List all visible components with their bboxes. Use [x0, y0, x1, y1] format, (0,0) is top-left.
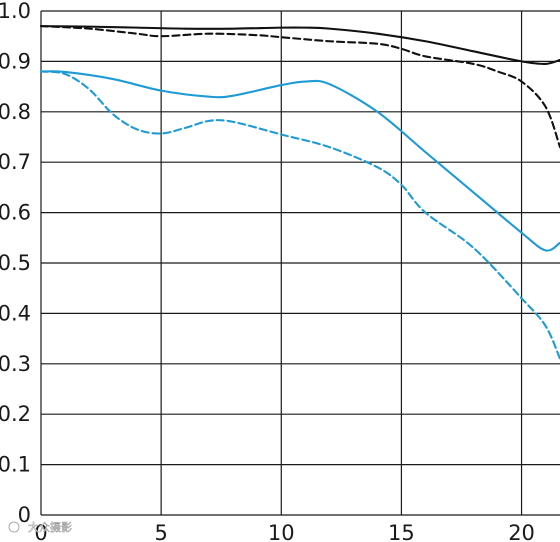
series-line-1	[39, 25, 560, 66]
y-tick-label: 0.2	[0, 402, 31, 426]
watermark: 大众摄影	[8, 520, 72, 534]
y-tick-label: 1.0	[0, 0, 31, 23]
grid-lines	[40, 10, 560, 516]
y-tick-label: 0.9	[0, 49, 31, 73]
y-tick-label: 0.8	[0, 100, 31, 124]
x-tick-label: 20	[508, 521, 535, 542]
watermark-logo-icon	[8, 521, 20, 533]
series-line-3	[39, 70, 560, 252]
series-lines	[39, 25, 560, 360]
x-tick-label: 5	[154, 521, 167, 542]
y-tick-label: 0.1	[0, 453, 31, 477]
series-line-2	[39, 25, 560, 149]
y-tick-label: 0.3	[0, 352, 31, 376]
watermark-text: 大众摄影	[28, 520, 72, 534]
x-tick-label: 0	[34, 521, 47, 542]
y-tick-label: 0.4	[0, 301, 31, 325]
y-tick-label: 0.5	[0, 251, 31, 275]
y-tick-label: 0.7	[0, 150, 31, 174]
tick-labels: 0 0.1 0.2 0.3 0.4 0.5 0.6 0.7 0.8 0.9 1.0 0 5 10 15 20	[0, 0, 535, 542]
x-tick-label: 10	[268, 521, 295, 542]
y-tick-label: 0	[18, 503, 31, 527]
series-line-4	[39, 70, 560, 360]
y-tick-label: 0.6	[0, 201, 31, 225]
x-tick-label: 15	[388, 521, 415, 542]
